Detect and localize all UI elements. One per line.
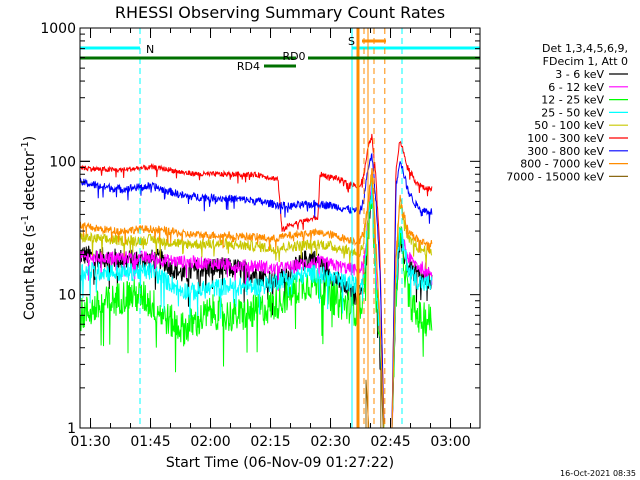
x-tick-label: 03:00 [430,434,470,450]
y-tick-label: 1 [67,421,76,437]
y-axis: 1 10 100 1000 [40,21,480,437]
rd0-flag-label: RD0 [282,50,305,63]
x-tick-label: 01:30 [70,434,110,450]
legend-entry-label: 300 - 800 keV [527,145,604,158]
series-line [79,177,385,420]
y-tick-label: 1000 [40,21,76,37]
y-axis-label-exponent: -1 [20,141,31,151]
series-line [79,176,385,429]
x-tick-label: 01:45 [130,434,170,450]
legend-header-line: Det 1,3,4,5,6,9, [542,42,628,55]
y-axis-label-part: ) [22,136,38,141]
legend-entry-label: 50 - 100 keV [534,119,604,132]
series-line [79,133,385,422]
series-line [391,227,433,429]
legend-entry-label: 100 - 300 keV [527,132,604,145]
rd4-flag-label: RD4 [237,60,260,73]
legend-entry-label: 800 - 7000 keV [520,158,604,171]
y-axis-label-exponent: -1 [20,215,31,225]
legend-entry-label: 7000 - 15000 keV [506,170,604,183]
series-line [79,182,385,428]
legend-entry-label: 6 - 12 keV [548,81,604,94]
x-tick-label: 02:30 [310,434,350,450]
legend-entry-label: 25 - 50 keV [541,106,604,119]
series-line [79,152,385,423]
x-axis-label: Start Time (06-Nov-09 01:27:22) [166,455,394,471]
series-line [391,194,433,429]
y-tick-label: 10 [58,288,76,304]
legend-entry-label: 12 - 25 keV [541,94,604,107]
series-line [391,161,433,429]
chart-title: RHESSI Observing Summary Count Rates [115,3,445,22]
night-flag-label: N [146,43,154,56]
y-axis-label-part: detector [22,151,38,215]
plot-frame [79,27,481,429]
x-tick-label: 02:45 [370,434,410,450]
footer-timestamp: 16-Oct-2021 08:35 [560,469,636,478]
y-tick-label: 100 [49,154,76,170]
series-line [391,140,433,429]
legend-entry-label: 3 - 6 keV [555,68,604,81]
x-axis: 01:30 01:45 02:00 02:15 02:30 02:45 03:00 [70,28,472,450]
x-tick-label: 02:00 [190,434,230,450]
y-axis-label: Count Rate (s-1 detector-1) [20,136,38,320]
saa-flag-label: S [348,35,355,48]
legend-header-line: FDecim 1, Att 0 [543,55,628,68]
x-tick-label: 02:15 [250,434,290,450]
y-axis-label-part: Count Rate (s [22,225,38,320]
series-line [79,168,385,425]
series-line [391,226,433,429]
plot-area: N S RD0 RD4 [79,28,480,429]
legend: Det 1,3,4,5,6,9, FDecim 1, Att 0 3 - 6 k… [506,42,628,183]
series-line [79,195,385,416]
